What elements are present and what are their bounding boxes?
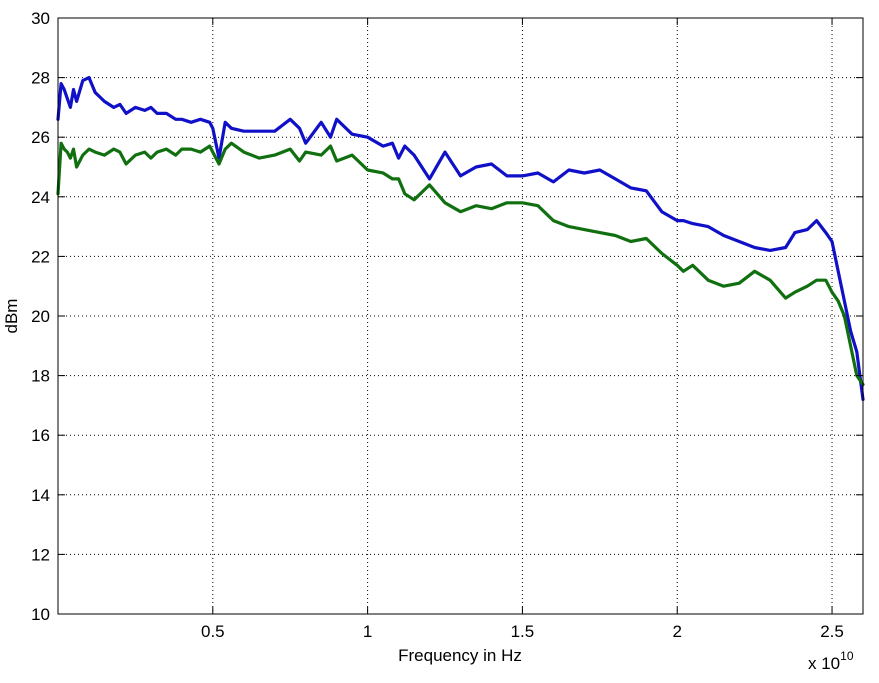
y-tick-label: 26 bbox=[31, 128, 50, 147]
x-axis-label: Frequency in Hz bbox=[398, 646, 522, 665]
x-axis-exponent: x 1010 bbox=[808, 649, 854, 673]
x-axis-exponent-base: x 10 bbox=[808, 654, 840, 673]
plot-area bbox=[58, 18, 863, 614]
grid-lines bbox=[58, 18, 863, 614]
y-tick-label: 20 bbox=[31, 307, 50, 326]
series-line-1 bbox=[56, 75, 865, 401]
y-tick-label: 10 bbox=[31, 605, 50, 624]
y-tick-label: 14 bbox=[31, 486, 50, 505]
series-layer bbox=[56, 75, 865, 401]
y-tick-labels: 10 12 14 16 18 20 22 24 26 28 30 bbox=[31, 9, 50, 624]
series-line-2 bbox=[56, 141, 865, 387]
x-tick-label: 1 bbox=[363, 622, 372, 641]
y-tick-label: 28 bbox=[31, 69, 50, 88]
x-tick-label: 0.5 bbox=[201, 622, 225, 641]
y-tick-label: 16 bbox=[31, 426, 50, 445]
y-tick-label: 24 bbox=[31, 188, 50, 207]
y-tick-label: 12 bbox=[31, 545, 50, 564]
tick-marks bbox=[58, 17, 863, 615]
y-tick-label: 18 bbox=[31, 367, 50, 386]
x-tick-label: 1.5 bbox=[511, 622, 535, 641]
y-tick-label: 30 bbox=[31, 9, 50, 28]
x-axis-exponent-power: 10 bbox=[840, 649, 854, 663]
x-tick-labels: 0.5 1 1.5 2 2.5 bbox=[201, 622, 844, 641]
x-tick-label: 2 bbox=[672, 622, 681, 641]
y-tick-label: 22 bbox=[31, 247, 50, 266]
y-axis-label: dBm bbox=[2, 299, 21, 334]
x-tick-label: 2.5 bbox=[820, 622, 844, 641]
